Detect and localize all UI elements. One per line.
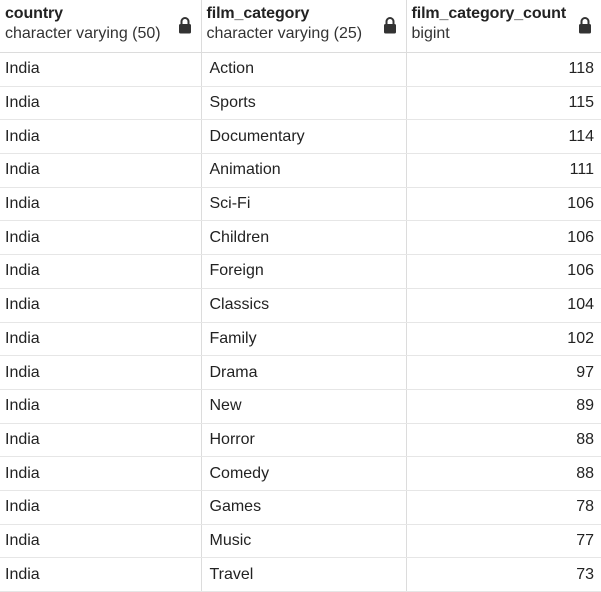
lock-icon xyxy=(383,17,396,34)
column-type: bigint xyxy=(411,25,450,42)
table-row[interactable]: India Travel 73 xyxy=(0,557,601,592)
cell-film-category[interactable]: Classics xyxy=(201,288,407,323)
cell-film-category-count[interactable]: 118 xyxy=(406,52,601,87)
cell-country[interactable]: India xyxy=(0,389,202,424)
table-row[interactable]: India Horror 88 xyxy=(0,423,601,458)
lock-icon xyxy=(579,17,591,34)
cell-film-category-count[interactable]: 106 xyxy=(406,220,601,256)
cell-film-category-count[interactable]: 102 xyxy=(406,322,601,357)
cell-country[interactable]: India xyxy=(0,423,202,458)
cell-country[interactable]: India xyxy=(0,288,202,323)
cell-film-category[interactable]: Comedy xyxy=(201,456,407,491)
cell-country[interactable]: India xyxy=(0,119,202,155)
table-row[interactable]: India Documentary 114 xyxy=(0,119,601,155)
table-row[interactable]: India Sports 115 xyxy=(0,86,601,121)
cell-film-category[interactable]: Games xyxy=(201,490,407,525)
cell-film-category[interactable]: Travel xyxy=(201,557,407,592)
column-header-film-category[interactable]: film_category character varying (25) xyxy=(201,0,407,53)
cell-film-category[interactable]: Animation xyxy=(201,153,407,188)
cell-film-category[interactable]: Children xyxy=(201,220,407,256)
cell-film-category-count[interactable]: 104 xyxy=(406,288,601,323)
cell-film-category[interactable]: Horror xyxy=(201,423,407,458)
table-row[interactable]: India Music 77 xyxy=(0,524,601,559)
cell-country[interactable]: India xyxy=(0,254,202,289)
table-row[interactable]: India Comedy 88 xyxy=(0,456,601,491)
cell-film-category-count[interactable]: 114 xyxy=(406,119,601,155)
cell-film-category[interactable]: Sci-Fi xyxy=(201,187,407,222)
column-header-country[interactable]: country character varying (50) xyxy=(0,0,202,53)
table-row[interactable]: India Games 78 xyxy=(0,490,601,525)
cell-film-category-count[interactable]: 88 xyxy=(406,456,601,491)
cell-film-category[interactable]: Action xyxy=(201,52,407,87)
table-row[interactable]: India Sci-Fi 106 xyxy=(0,187,601,222)
table-row[interactable]: India Family 102 xyxy=(0,322,601,357)
table-row[interactable]: India Action 118 xyxy=(0,52,601,87)
cell-country[interactable]: India xyxy=(0,187,202,222)
cell-film-category-count[interactable]: 73 xyxy=(406,557,601,592)
cell-film-category[interactable]: Family xyxy=(201,322,407,357)
table-row[interactable]: India Animation 111 xyxy=(0,153,601,188)
cell-country[interactable]: India xyxy=(0,220,202,256)
cell-film-category-count[interactable]: 77 xyxy=(406,524,601,559)
cell-film-category[interactable]: Documentary xyxy=(201,119,407,155)
header-row: country character varying (50) film_cate… xyxy=(0,0,601,53)
column-header-film-category-count[interactable]: film_category_count bigint xyxy=(406,0,601,53)
cell-country[interactable]: India xyxy=(0,355,202,390)
cell-country[interactable]: India xyxy=(0,153,202,188)
table-body: India Action 118 India Sports 115 India Docum… xyxy=(0,52,601,592)
cell-film-category[interactable]: Sports xyxy=(201,86,407,121)
cell-film-category[interactable]: Music xyxy=(201,524,407,559)
table-row[interactable]: India Foreign 106 xyxy=(0,254,601,289)
cell-film-category[interactable]: New xyxy=(201,389,407,424)
cell-country[interactable]: India xyxy=(0,86,202,121)
cell-country[interactable]: India xyxy=(0,490,202,525)
table-row[interactable]: India Drama 97 xyxy=(0,355,601,390)
column-name: film_category_count xyxy=(411,5,567,22)
lock-icon xyxy=(178,17,191,34)
column-type: character varying (50) xyxy=(5,25,161,42)
column-name: country xyxy=(5,5,63,22)
cell-film-category-count[interactable]: 88 xyxy=(406,423,601,458)
cell-film-category-count[interactable]: 111 xyxy=(406,153,601,188)
column-name: film_category xyxy=(206,5,310,22)
cell-country[interactable]: India xyxy=(0,456,202,491)
cell-country[interactable]: India xyxy=(0,322,202,357)
cell-film-category-count[interactable]: 89 xyxy=(406,389,601,424)
cell-country[interactable]: India xyxy=(0,557,202,592)
table-row[interactable]: India New 89 xyxy=(0,389,601,424)
cell-country[interactable]: India xyxy=(0,524,202,559)
table-row[interactable]: India Classics 104 xyxy=(0,288,601,323)
cell-film-category-count[interactable]: 115 xyxy=(406,86,601,121)
cell-film-category-count[interactable]: 106 xyxy=(406,187,601,222)
cell-country[interactable]: India xyxy=(0,52,202,87)
table-row[interactable]: India Children 106 xyxy=(0,220,601,256)
cell-film-category-count[interactable]: 97 xyxy=(406,355,601,390)
cell-film-category-count[interactable]: 78 xyxy=(406,490,601,525)
column-type: character varying (25) xyxy=(206,25,363,42)
cell-film-category[interactable]: Drama xyxy=(201,355,407,390)
cell-film-category[interactable]: Foreign xyxy=(201,254,407,289)
cell-film-category-count[interactable]: 106 xyxy=(406,254,601,289)
